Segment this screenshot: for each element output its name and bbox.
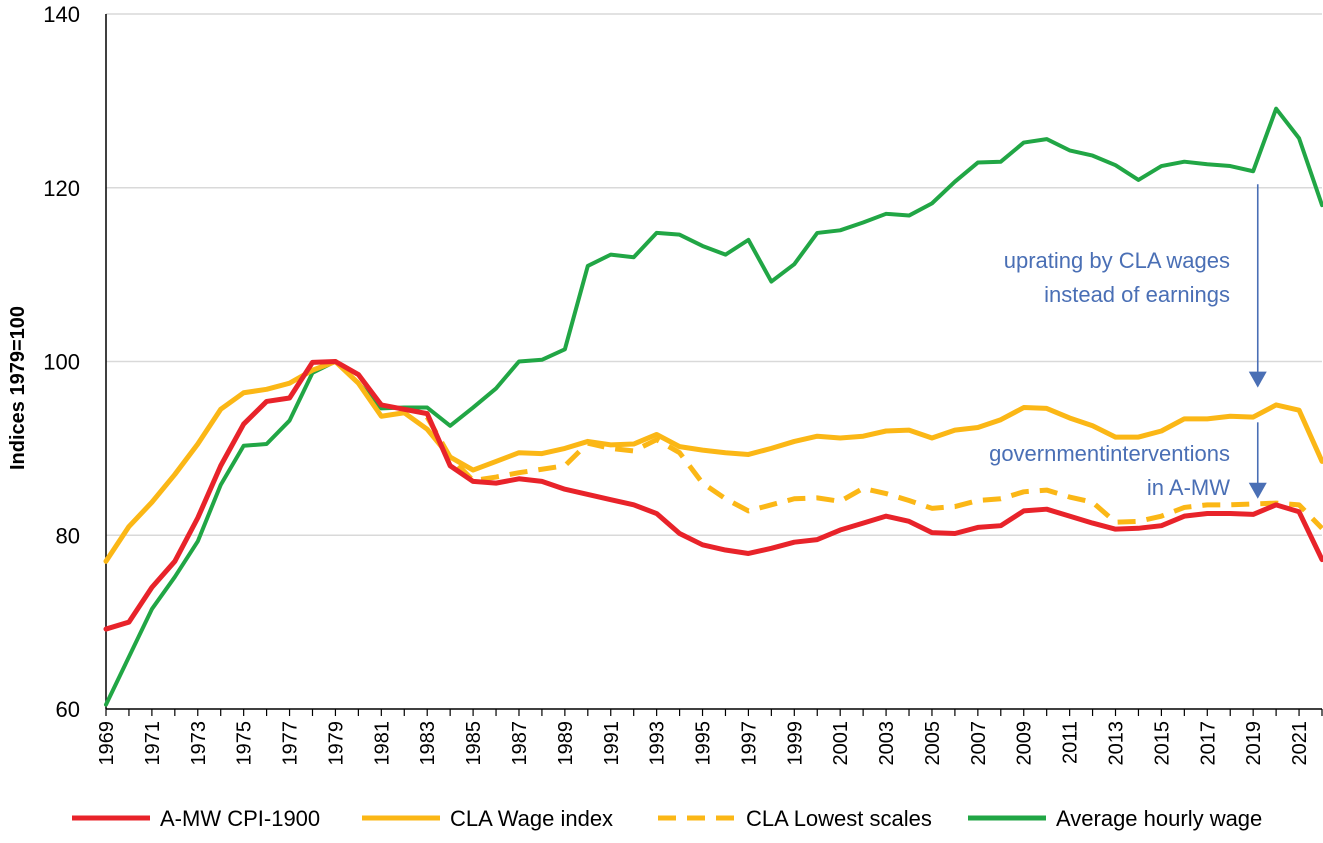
annotation-text-1-line-2: instead of earnings (1044, 282, 1230, 307)
x-tick-label-2015: 2015 (1151, 721, 1173, 766)
x-tick-label-1973: 1973 (188, 721, 210, 766)
x-tick-label-2005: 2005 (922, 721, 944, 766)
x-tick-label-1995: 1995 (693, 721, 715, 766)
axes (105, 14, 1322, 710)
x-tick-label-1999: 1999 (784, 721, 806, 766)
x-axis-ticks: 1969 1971 1973 1975 1977 1979 1981 1983 1985 1987… (96, 709, 1323, 766)
y-tick-label-120: 120 (43, 176, 80, 201)
annotations: uprating by CLA wages instead of earnings… (989, 184, 1267, 500)
x-tick-label-2003: 2003 (876, 721, 898, 766)
x-tick-label-2017: 2017 (1197, 721, 1219, 766)
series-lines (103, 106, 1323, 707)
x-tick-label-2021: 2021 (1289, 721, 1311, 766)
grid-lines (106, 13, 1322, 536)
x-tick-label-1997: 1997 (738, 721, 760, 766)
y-tick-label-60: 60 (56, 697, 80, 722)
x-tick-label-1977: 1977 (280, 721, 302, 766)
annotation-arrow-head-1 (1248, 371, 1267, 388)
annotation-text-2-line-1: governmentinterventions (989, 441, 1230, 466)
x-tick-label-1971: 1971 (142, 721, 164, 766)
series-line-average-hourly-wage (104, 106, 1323, 707)
x-tick-label-1969: 1969 (96, 721, 118, 766)
legend: A-MW CPI-1900 CLA Wage index CLA Lowest sc… (72, 806, 1262, 831)
x-tick-label-1989: 1989 (555, 721, 577, 766)
series-line-cla-lowest-scales (425, 415, 1323, 531)
annotation-text-2-line-2: in A-MW (1147, 475, 1230, 500)
x-tick-label-2009: 2009 (1014, 721, 1036, 766)
y-axis-ticks: 60 80 100 120 140 (43, 2, 80, 722)
x-tick-label-2013: 2013 (1106, 721, 1128, 766)
legend-label-average-hourly-wage: Average hourly wage (1056, 806, 1262, 831)
x-tick-label-1985: 1985 (463, 721, 485, 766)
x-tick-label-1983: 1983 (417, 721, 439, 766)
y-tick-label-100: 100 (43, 350, 80, 375)
x-tick-label-1987: 1987 (509, 721, 531, 766)
legend-label-cla-wage-index: CLA Wage index (450, 806, 613, 831)
legend-label-cla-lowest-scales: CLA Lowest scales (746, 806, 932, 831)
x-tick-label-1993: 1993 (647, 721, 669, 766)
series-line-a-mw-cpi-1900 (103, 359, 1323, 632)
y-tick-label-140: 140 (43, 2, 80, 27)
x-tick-label-2001: 2001 (830, 721, 852, 766)
annotation-arrow-head-2 (1248, 482, 1267, 499)
x-tick-label-1981: 1981 (371, 721, 393, 766)
y-axis-label: Indices 1979=100 (7, 306, 29, 470)
x-tick-label-1975: 1975 (234, 721, 256, 766)
x-tick-label-2007: 2007 (968, 721, 990, 766)
y-tick-label-80: 80 (56, 523, 80, 548)
legend-label-a-mw-cpi-1900: A-MW CPI-1900 (160, 806, 320, 831)
x-tick-label-1991: 1991 (601, 721, 623, 766)
x-tick-label-2019: 2019 (1243, 721, 1265, 766)
annotation-text-1-line-1: uprating by CLA wages (1004, 248, 1230, 273)
x-tick-label-2011: 2011 (1060, 721, 1082, 764)
x-tick-label-1979: 1979 (325, 721, 347, 766)
